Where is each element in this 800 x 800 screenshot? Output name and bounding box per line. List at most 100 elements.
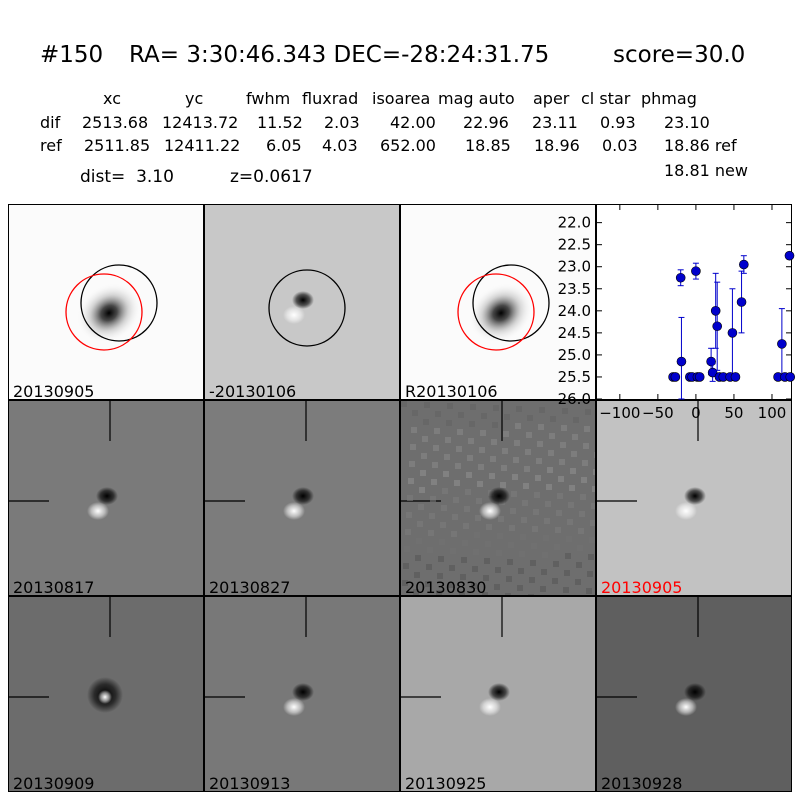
score: score=30.0 — [613, 42, 746, 68]
noise-pixel — [540, 586, 546, 592]
galaxy-blob — [76, 282, 142, 344]
image-stamp: -20130106 — [204, 204, 400, 400]
data-point — [785, 372, 796, 382]
bright-blob — [283, 698, 305, 716]
noise-pixel — [429, 513, 435, 519]
noise-pixel — [481, 413, 487, 419]
noise-pixel — [542, 552, 548, 558]
noise-pixel — [546, 484, 552, 490]
noise-pixel — [440, 522, 446, 528]
noise-pixel — [485, 541, 491, 547]
noise-pixel — [522, 500, 528, 506]
noise-pixel — [417, 521, 423, 527]
redshift: z=0.0617 — [230, 167, 313, 187]
noise-pixel — [529, 577, 535, 583]
noise-pixel — [414, 572, 420, 578]
data-point — [676, 356, 687, 367]
data-point — [706, 356, 716, 367]
noise-pixel — [456, 446, 462, 452]
noise-pixel — [537, 441, 543, 447]
noise-pixel — [585, 409, 591, 415]
noise-pixel — [452, 514, 458, 520]
noise-pixel — [484, 558, 490, 564]
data-point — [712, 321, 723, 332]
noise-pixel — [474, 532, 480, 538]
noise-pixel — [517, 585, 523, 591]
table-cell: 22.96 — [463, 113, 509, 132]
noise-pixel — [454, 480, 460, 486]
noise-pixel — [573, 417, 579, 423]
noise-pixel — [401, 401, 407, 407]
noise-pixel — [515, 423, 521, 429]
noise-pixel — [404, 546, 410, 552]
image-stamp: 20130817 — [8, 400, 204, 596]
data-point — [730, 372, 741, 382]
noise-pixel — [460, 574, 466, 580]
noise-pixel — [523, 483, 529, 489]
noise-pixel — [483, 575, 489, 581]
stamp-image — [597, 401, 706, 520]
noise-pixel — [445, 437, 451, 443]
noise-pixel — [531, 543, 537, 549]
dark-blob — [96, 487, 118, 505]
stamp-image — [205, 401, 314, 520]
reference-circle — [80, 264, 158, 342]
noise-pixel — [496, 550, 502, 556]
noise-pixel — [578, 528, 584, 534]
noise-pixel — [570, 468, 576, 474]
noise-pixel — [592, 486, 595, 492]
noise-pixel — [473, 549, 479, 555]
image-stamp: R20130106 — [400, 204, 596, 400]
noise-pixel — [480, 430, 486, 436]
table-cell: 23.10 — [664, 113, 710, 132]
noise-pixel — [437, 573, 443, 579]
stamp-date-label: 20130925 — [405, 774, 487, 792]
table-cell: 11.52 — [257, 113, 303, 132]
noise-pixel — [502, 448, 508, 454]
noise-pixel — [577, 545, 583, 551]
stamp-image — [401, 401, 595, 595]
stamp-image — [9, 401, 118, 520]
noise-pixel — [405, 529, 411, 535]
noise-pixel — [506, 576, 512, 582]
stamp-image — [205, 597, 314, 716]
image-stamp: 20130913 — [204, 596, 400, 792]
stamp-date-label: 20130827 — [209, 578, 291, 596]
noise-pixel — [561, 425, 567, 431]
noise-pixel — [494, 584, 500, 590]
noise-pixel — [582, 460, 588, 466]
noise-pixel — [471, 583, 477, 589]
col-header: yc — [185, 89, 204, 108]
row-label: ref — [40, 136, 62, 155]
noise-pixel — [518, 568, 524, 574]
noise-pixel — [423, 419, 429, 425]
noise-pixel — [549, 433, 555, 439]
data-point — [675, 272, 686, 283]
noise-pixel — [425, 581, 431, 587]
col-header: fluxrad — [302, 89, 359, 108]
noise-pixel — [431, 479, 437, 485]
bright-core — [98, 690, 112, 704]
col-header: cl star — [581, 89, 631, 108]
detection-circle — [457, 273, 535, 351]
noise-pixel — [493, 405, 499, 411]
noise-pixel — [446, 420, 452, 426]
stamp-image — [457, 264, 550, 351]
stamp-date-label: 20130909 — [13, 774, 95, 792]
x-tick-label: 100 — [758, 404, 787, 422]
stamp-date-label: 20130928 — [601, 774, 683, 792]
noise-pixel — [477, 481, 483, 487]
noise-pixel — [584, 426, 590, 432]
phmag-new: 18.81 new — [664, 161, 748, 180]
stamp-date-label: 20130830 — [405, 578, 487, 596]
noise-pixel — [548, 450, 554, 456]
noise-pixel — [413, 589, 419, 595]
image-stamp: 20130905 — [596, 400, 792, 596]
noise-pixel — [412, 410, 418, 416]
noise-pixel — [519, 551, 525, 557]
noise-pixel — [575, 579, 581, 585]
bright-blob — [675, 698, 697, 716]
noise-pixel — [409, 461, 415, 467]
noise-pixel — [476, 498, 482, 504]
y-tick-label: 26.0 — [558, 390, 591, 408]
